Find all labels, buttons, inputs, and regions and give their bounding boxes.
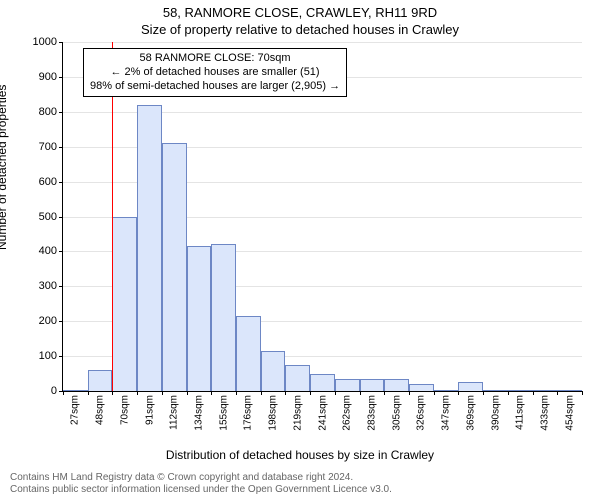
histogram-bar (211, 244, 236, 391)
histogram-bar (557, 390, 582, 391)
x-tick-mark (409, 391, 410, 395)
histogram-bar (335, 379, 360, 391)
annotation-box: 58 RANMORE CLOSE: 70sqm ← 2% of detached… (83, 48, 347, 97)
histogram-bar (360, 379, 385, 391)
y-tick-mark (59, 42, 63, 43)
x-tick-label: 305sqm (391, 395, 402, 431)
footer-line1: Contains HM Land Registry data © Crown c… (10, 472, 590, 484)
x-tick-label: 347sqm (441, 395, 452, 431)
x-tick-label: 27sqm (70, 395, 81, 425)
x-tick-label: 112sqm (169, 395, 180, 430)
y-tick-mark (59, 356, 63, 357)
y-tick-label: 800 (39, 106, 57, 118)
x-tick-mark (384, 391, 385, 395)
x-tick-label: 155sqm (218, 395, 229, 431)
x-tick-mark (187, 391, 188, 395)
x-tick-mark (508, 391, 509, 395)
x-axis-label: Distribution of detached houses by size … (0, 448, 600, 462)
histogram-bar (310, 374, 335, 391)
chart-container: 58, RANMORE CLOSE, CRAWLEY, RH11 9RD Siz… (0, 0, 600, 500)
y-tick-label: 600 (39, 176, 57, 188)
annotation-line3: 98% of semi-detached houses are larger (… (90, 80, 340, 94)
x-tick-label: 134sqm (193, 395, 204, 431)
y-tick-mark (59, 217, 63, 218)
y-tick-label: 400 (39, 245, 57, 257)
x-tick-label: 241sqm (317, 395, 328, 431)
x-tick-mark (211, 391, 212, 395)
y-tick-mark (59, 182, 63, 183)
y-tick-mark (59, 321, 63, 322)
histogram-bar (533, 390, 558, 391)
chart-title-line2: Size of property relative to detached ho… (0, 22, 600, 37)
y-tick-mark (59, 286, 63, 287)
histogram-bar (508, 390, 533, 391)
x-tick-mark (310, 391, 311, 395)
plot-area: 58 RANMORE CLOSE: 70sqm ← 2% of detached… (62, 42, 582, 392)
x-tick-mark (533, 391, 534, 395)
histogram-bar (434, 390, 459, 391)
x-tick-mark (285, 391, 286, 395)
histogram-bar (162, 143, 187, 391)
x-tick-mark (557, 391, 558, 395)
x-tick-label: 70sqm (119, 395, 130, 425)
x-tick-label: 198sqm (268, 395, 279, 431)
histogram-bar (458, 382, 483, 391)
x-tick-label: 326sqm (416, 395, 427, 431)
histogram-bar (137, 105, 162, 391)
x-tick-label: 219sqm (292, 395, 303, 431)
y-tick-label: 100 (39, 350, 57, 362)
histogram-bar (483, 390, 508, 391)
y-tick-mark (59, 77, 63, 78)
x-tick-mark (162, 391, 163, 395)
x-tick-label: 390sqm (490, 395, 501, 431)
x-tick-mark (458, 391, 459, 395)
y-tick-label: 500 (39, 211, 57, 223)
x-tick-mark (360, 391, 361, 395)
y-tick-label: 700 (39, 141, 57, 153)
y-tick-label: 0 (51, 385, 57, 397)
histogram-bar (63, 390, 88, 391)
x-tick-label: 369sqm (465, 395, 476, 431)
y-tick-label: 200 (39, 315, 57, 327)
x-tick-label: 411sqm (515, 395, 526, 430)
x-tick-label: 433sqm (539, 395, 550, 431)
x-tick-mark (236, 391, 237, 395)
x-tick-mark (112, 391, 113, 395)
x-tick-mark (483, 391, 484, 395)
y-tick-label: 900 (39, 71, 57, 83)
chart-title-line1: 58, RANMORE CLOSE, CRAWLEY, RH11 9RD (0, 5, 600, 20)
annotation-line1: 58 RANMORE CLOSE: 70sqm (90, 52, 340, 66)
x-tick-mark (63, 391, 64, 395)
footer-line2: Contains public sector information licen… (10, 484, 590, 496)
y-tick-mark (59, 112, 63, 113)
y-tick-mark (59, 147, 63, 148)
x-tick-label: 48sqm (95, 395, 106, 425)
x-tick-mark (88, 391, 89, 395)
x-tick-label: 262sqm (342, 395, 353, 431)
x-tick-mark (137, 391, 138, 395)
x-tick-mark (335, 391, 336, 395)
histogram-bar (187, 246, 212, 391)
x-tick-label: 283sqm (366, 395, 377, 431)
y-axis-label: Number of detached properties (0, 85, 9, 250)
histogram-bar (384, 379, 409, 391)
annotation-line2: ← 2% of detached houses are smaller (51) (90, 66, 340, 80)
histogram-bar (112, 217, 137, 392)
y-tick-mark (59, 251, 63, 252)
histogram-bar (88, 370, 113, 391)
histogram-bar (236, 316, 261, 391)
x-tick-label: 454sqm (564, 395, 575, 431)
histogram-bar (261, 351, 286, 391)
histogram-bar (409, 384, 434, 391)
y-tick-label: 1000 (33, 36, 57, 48)
footer-text: Contains HM Land Registry data © Crown c… (10, 472, 590, 496)
y-tick-label: 300 (39, 280, 57, 292)
x-tick-mark (434, 391, 435, 395)
x-tick-mark (261, 391, 262, 395)
histogram-bar (285, 365, 310, 391)
x-tick-mark (582, 391, 583, 395)
x-tick-label: 176sqm (243, 395, 254, 431)
x-tick-label: 91sqm (144, 395, 155, 425)
